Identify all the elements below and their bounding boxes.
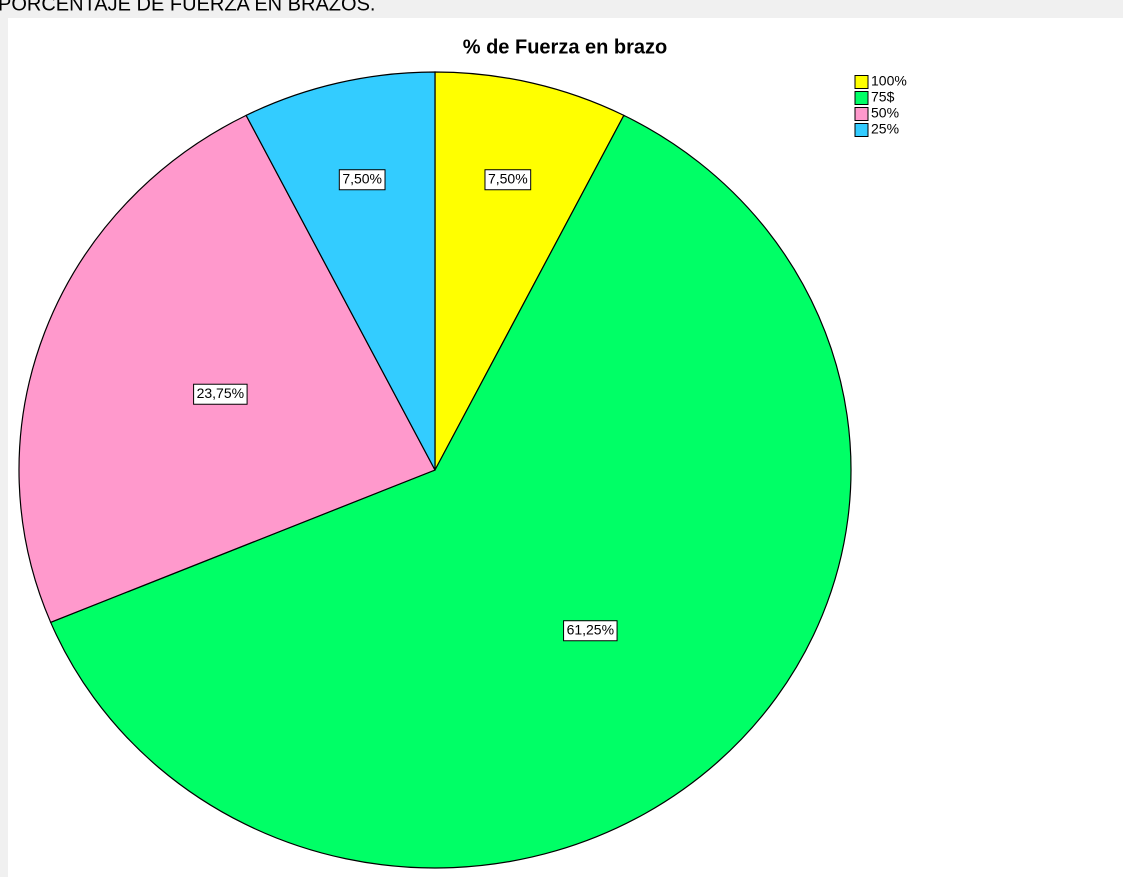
chart-title: % de Fuerza en brazo bbox=[463, 36, 668, 58]
pie-slice bbox=[18, 114, 436, 624]
legend-label: 75$ bbox=[871, 89, 895, 105]
legend-swatch bbox=[854, 123, 869, 137]
data-label: 7,50% bbox=[488, 170, 528, 186]
legend-label: 50% bbox=[871, 105, 899, 121]
legend-swatch bbox=[854, 107, 869, 121]
data-label-box bbox=[563, 620, 618, 642]
data-label: 23,75% bbox=[197, 385, 244, 401]
legend-label: 100% bbox=[871, 73, 907, 89]
pie-slice bbox=[434, 71, 625, 471]
pie-slice bbox=[245, 71, 436, 471]
data-label: 61,25% bbox=[567, 621, 614, 637]
data-label-box bbox=[338, 169, 386, 191]
data-label-box bbox=[193, 383, 248, 405]
legend-swatch bbox=[854, 75, 869, 89]
page-heading: PORCENTAJE DE FUERZA EN BRAZOS. bbox=[0, 0, 375, 15]
data-label: 7,50% bbox=[342, 170, 382, 186]
legend-swatch bbox=[854, 91, 869, 105]
data-label-box bbox=[484, 169, 532, 191]
legend-label: 25% bbox=[871, 121, 899, 137]
pie-slice bbox=[49, 114, 852, 869]
